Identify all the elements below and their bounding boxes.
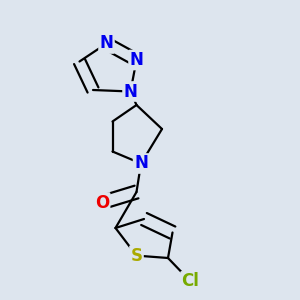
Text: S: S: [130, 247, 142, 265]
Text: Cl: Cl: [182, 272, 200, 290]
Text: N: N: [134, 154, 148, 172]
Text: N: N: [130, 51, 143, 69]
Text: O: O: [95, 194, 109, 211]
Text: N: N: [100, 34, 113, 52]
Text: N: N: [124, 82, 137, 100]
